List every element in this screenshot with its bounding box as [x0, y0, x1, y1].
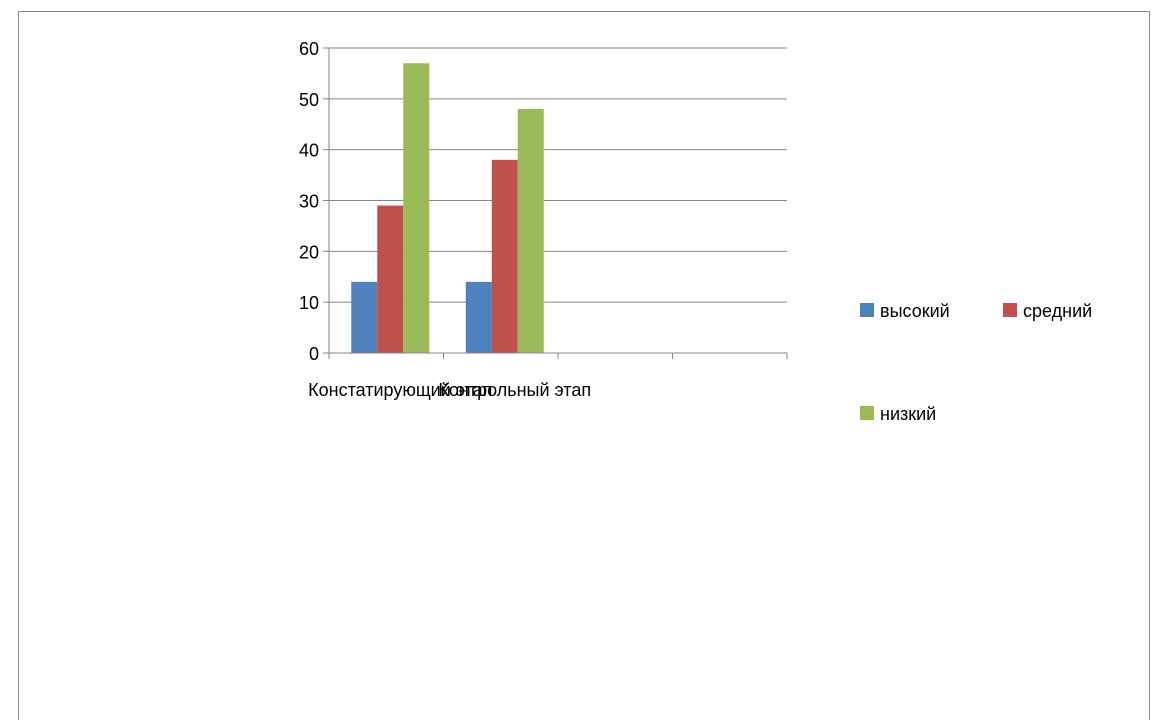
bar-средний-0	[377, 205, 404, 353]
bar-высокий-0	[351, 281, 378, 353]
y-tick-label: 10	[299, 293, 319, 313]
bars	[351, 63, 544, 353]
y-tick-label: 40	[299, 141, 319, 161]
y-tick-labels: 0 10 20 30 40 50 60	[299, 39, 319, 364]
legend-swatch-0	[860, 303, 874, 317]
axes	[323, 47, 788, 359]
bar-средний-1	[491, 159, 518, 353]
bar-высокий-1	[465, 281, 492, 353]
chart-frame	[18, 11, 1150, 720]
bar-низкий-0	[403, 63, 430, 353]
legend-swatch-2	[860, 406, 874, 420]
legend-label-2: низкий	[880, 404, 936, 424]
y-tick-label: 0	[309, 344, 319, 364]
y-tick-label: 20	[299, 242, 319, 262]
y-tick-label: 50	[299, 90, 319, 110]
legend-label-1: средний	[1023, 301, 1092, 321]
legend: высокий средний низкий	[860, 301, 1092, 424]
bar-низкий-1	[517, 109, 544, 353]
x-tick-label: Констатирующий этап	[308, 380, 492, 400]
legend-swatch-1	[1003, 303, 1017, 317]
y-tick-label: 30	[299, 192, 319, 212]
legend-label-0: высокий	[880, 301, 950, 321]
x-tick-label: Контрольный этап	[438, 380, 591, 400]
y-tick-label: 60	[299, 39, 319, 59]
